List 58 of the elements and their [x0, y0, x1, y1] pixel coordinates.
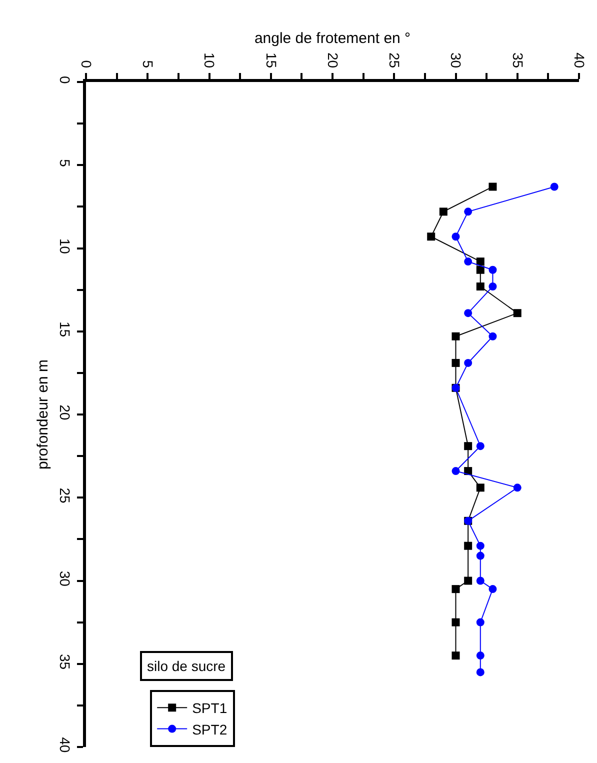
y-tick-label: 15 — [57, 321, 74, 338]
y-tick-label: 10 — [57, 238, 74, 254]
point — [488, 266, 497, 274]
point — [464, 542, 472, 550]
point — [476, 258, 484, 266]
y-axis-title: profondeur en m — [34, 359, 52, 470]
x-tick-label: 10 — [202, 52, 218, 68]
point — [488, 282, 497, 290]
point — [476, 576, 484, 585]
x-axis-title: angle de frotement en ° — [254, 30, 411, 47]
point — [476, 652, 484, 660]
point — [476, 668, 484, 676]
point — [464, 208, 472, 216]
point — [476, 618, 484, 626]
legend-label: SPT1 — [192, 700, 228, 716]
point — [452, 652, 460, 660]
point — [476, 484, 484, 492]
point — [452, 332, 460, 340]
point — [476, 552, 484, 560]
point — [513, 484, 522, 492]
x-tick-label: 30 — [448, 52, 464, 68]
y-tick-label: 25 — [57, 488, 74, 504]
x-tick-label: 15 — [263, 52, 280, 68]
y-tick-label: 40 — [57, 737, 74, 753]
point — [513, 309, 522, 318]
point — [452, 618, 460, 626]
point — [464, 442, 472, 450]
x-tick-label: 5 — [140, 60, 156, 68]
point — [452, 232, 460, 241]
x-tick-label: 0 — [78, 60, 94, 68]
x-tick-label: 40 — [571, 52, 588, 68]
y-tick-label: 0 — [57, 76, 74, 84]
point — [488, 585, 497, 594]
x-tick-label: 25 — [386, 52, 403, 68]
point — [488, 182, 497, 191]
point — [452, 585, 460, 594]
point — [439, 208, 448, 216]
y-tick-label: 35 — [57, 654, 74, 670]
legend-label: SPT2 — [192, 721, 228, 738]
point — [476, 266, 484, 274]
annotation: silo de sucre — [147, 658, 226, 674]
point — [488, 332, 497, 340]
x-tick-label: 20 — [324, 52, 341, 68]
y-tick-label: 30 — [57, 570, 74, 587]
point — [452, 467, 460, 476]
point — [464, 358, 472, 367]
y-tick-label: 20 — [57, 404, 74, 420]
point — [464, 576, 472, 585]
point — [476, 542, 484, 550]
point — [550, 182, 558, 191]
point — [476, 442, 484, 450]
point — [476, 282, 484, 290]
point — [427, 232, 436, 241]
point — [464, 309, 472, 318]
point — [464, 258, 472, 266]
x-tick-label: 35 — [510, 52, 526, 68]
point — [452, 358, 460, 367]
y-tick-label: 5 — [57, 159, 74, 168]
